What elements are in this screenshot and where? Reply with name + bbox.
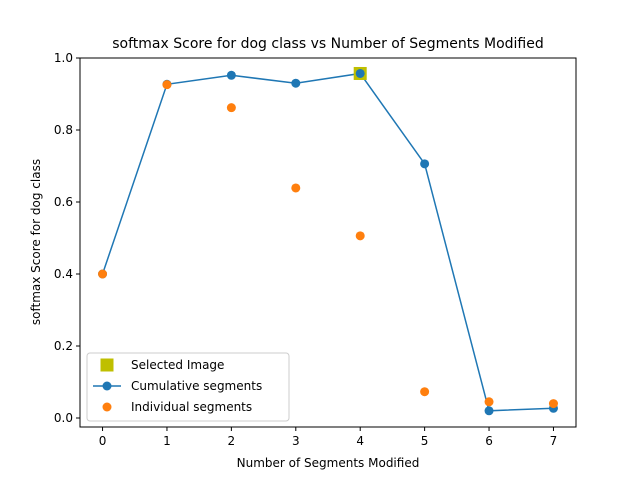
y-tick-label: 0.8 [54,123,73,137]
legend-selected-image-swatch [100,358,114,372]
y-tick-label: 0.0 [54,411,73,425]
legend-individual-swatch [102,402,112,412]
plot-frame [79,57,577,428]
individual-point [162,80,172,90]
cumulative-point [355,68,365,78]
cumulative-point [420,159,430,169]
cumulative-point [484,406,494,416]
individual-point [98,269,108,279]
y-tick-label: 0.4 [54,267,73,281]
x-axis-label: Number of Segments Modified [237,456,420,470]
axes: 0 1 2 3 4 5 6 7 0.0 0.2 0.4 0.6 0.8 1.0 [54,51,577,448]
individual-point [484,397,494,407]
individual-point [226,103,236,113]
individual-point [355,231,365,241]
legend: Selected Image Cumulative segments Individ… [86,352,290,422]
y-tick-label: 1.0 [54,51,73,65]
x-tick-label: 4 [356,434,364,448]
chart-title: softmax Score for dog class vs Number of… [112,36,543,52]
legend-cumulative-marker-swatch [102,381,112,391]
x-tick-label: 6 [485,434,493,448]
y-axis-label: softmax Score for dog class [29,159,43,325]
x-tick-label: 1 [163,434,171,448]
plot-area [98,66,558,416]
cumulative-point [291,78,301,88]
y-tick-label: 0.2 [54,339,73,353]
y-tick-label: 0.6 [54,195,73,209]
x-tick-label: 3 [292,434,300,448]
individual-point [291,183,301,193]
cumulative-series-line [101,72,554,412]
x-tick-label: 2 [228,434,236,448]
x-tick-label: 5 [421,434,429,448]
individual-point [420,387,430,397]
legend-label: Cumulative segments [131,379,262,393]
legend-label: Individual segments [131,400,252,414]
legend-box [86,352,290,422]
cumulative-point [226,70,236,80]
x-tick-label: 7 [550,434,558,448]
legend-label: Selected Image [131,358,224,372]
x-tick-label: 0 [99,434,107,448]
individual-point [548,399,558,409]
